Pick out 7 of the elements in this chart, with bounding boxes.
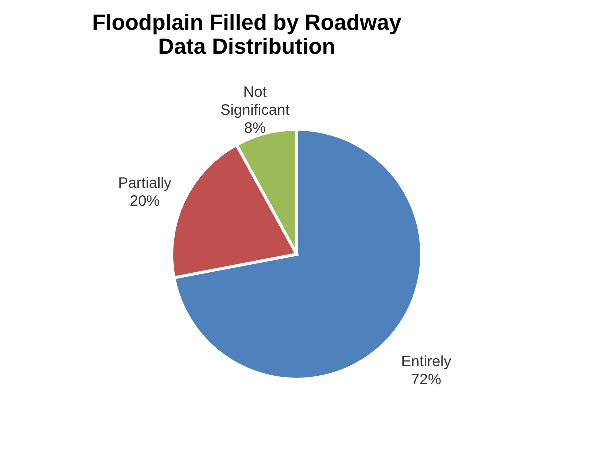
- slice-label: Entirely: [401, 354, 452, 371]
- data-label: 72%: [411, 372, 442, 389]
- chart-title: Floodplain Filled by Roadway Data Distribution: [92, 10, 402, 59]
- slice-label: Not Significant: [220, 84, 291, 119]
- slice-label: Partially: [118, 174, 172, 192]
- data-label: 20%: [130, 192, 160, 210]
- data-label: 8%: [244, 120, 266, 137]
